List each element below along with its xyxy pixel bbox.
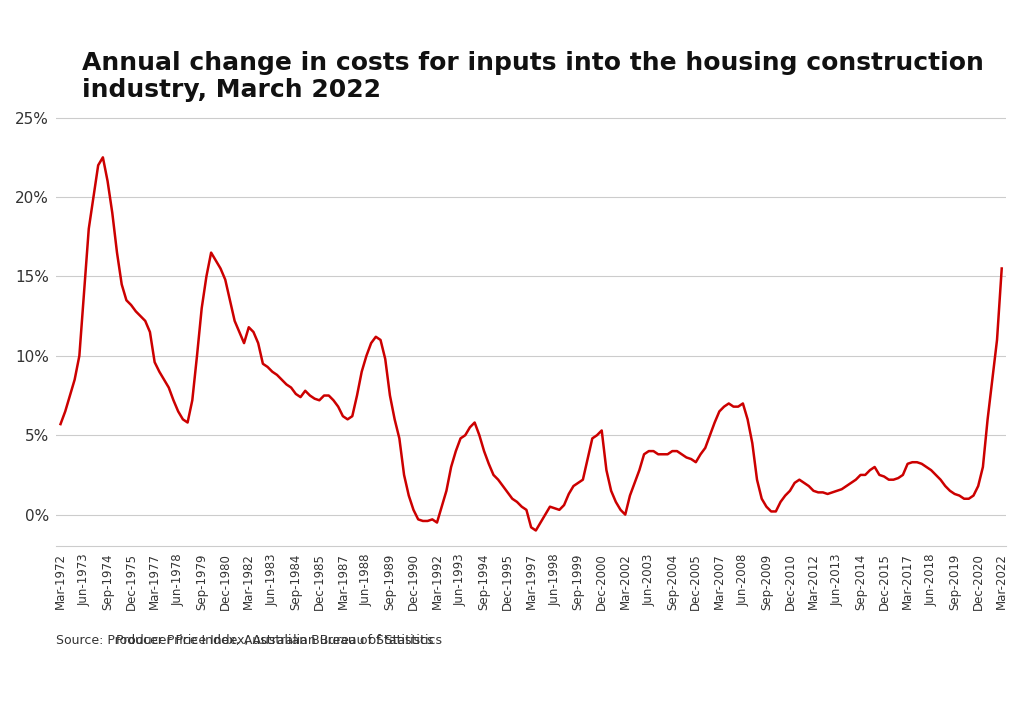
Text: Producer Price Index, Australian Bureau of Statistics: Producer Price Index, Australian Bureau … xyxy=(116,634,441,647)
Text: Source: Producer Price Index, Australian Bureau of Statistics: Source: Producer Price Index, Australian… xyxy=(56,634,433,647)
Text: Annual change in costs for inputs into the housing construction
industry, March : Annual change in costs for inputs into t… xyxy=(82,51,984,103)
